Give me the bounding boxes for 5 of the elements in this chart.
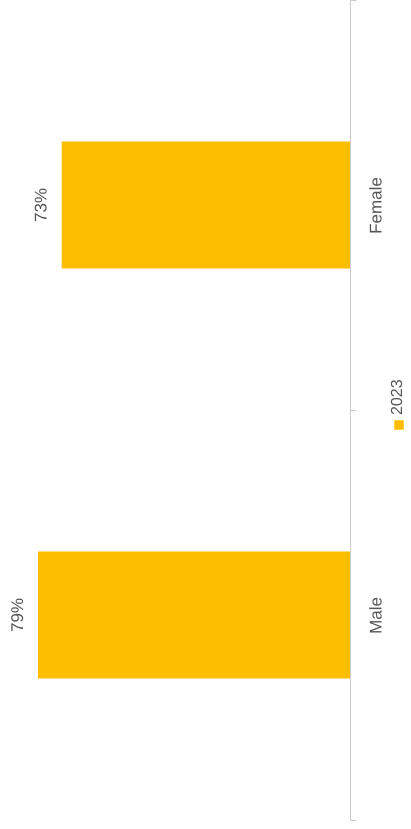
y-tick-label: Female (366, 177, 386, 234)
text: 2023 (389, 379, 406, 415)
y-tick-label: Male (366, 597, 386, 634)
data-label: 73% (32, 188, 51, 222)
data-label: 79% (8, 598, 27, 632)
